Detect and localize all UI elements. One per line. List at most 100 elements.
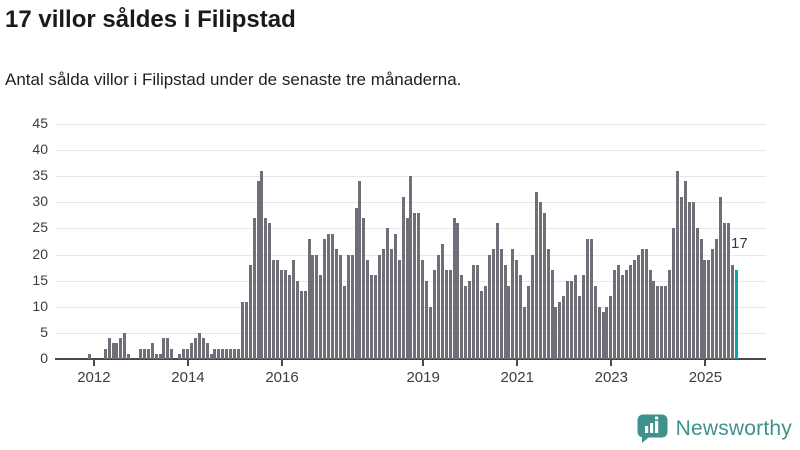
bar (358, 181, 362, 359)
bar (589, 238, 593, 359)
x-tick-label: 2012 (77, 369, 111, 386)
bar (123, 332, 127, 359)
bar (628, 265, 632, 359)
bar (338, 254, 342, 359)
bar (456, 223, 460, 359)
bar (378, 254, 382, 359)
bar (166, 338, 170, 359)
x-tick-label: 2021 (500, 369, 534, 386)
bar (385, 228, 389, 359)
y-tick-label: 30 (32, 193, 48, 210)
bar (527, 285, 531, 359)
bar (154, 353, 158, 359)
y-tick-label: 20 (32, 245, 48, 262)
bar (397, 259, 401, 359)
bar (119, 338, 123, 359)
bar (499, 249, 503, 359)
x-tick-mark (516, 360, 519, 366)
bar (284, 270, 287, 359)
bar (178, 353, 182, 359)
bar (480, 291, 483, 359)
bar (366, 259, 370, 359)
bar (189, 343, 193, 359)
bar (515, 259, 519, 359)
bar (334, 249, 338, 359)
bar (307, 238, 311, 359)
newsworthy-logo-text: Newsworthy (675, 416, 792, 440)
bar (111, 343, 115, 359)
bar (601, 312, 605, 359)
bar (256, 181, 260, 359)
bar (562, 296, 566, 359)
bar (248, 265, 252, 359)
bar (303, 291, 307, 359)
bar (260, 171, 264, 359)
x-axis-line (55, 358, 766, 360)
bar (158, 353, 162, 359)
x-tick-label: 2023 (594, 369, 628, 386)
bar (519, 275, 523, 359)
bar (613, 270, 617, 359)
x-tick-label: 2016 (265, 369, 299, 386)
bar (311, 254, 315, 359)
bar (146, 348, 150, 359)
bar (703, 259, 707, 359)
bar (581, 275, 585, 359)
bar (679, 197, 683, 359)
bar (280, 270, 284, 359)
bar (664, 285, 668, 359)
newsworthy-logo[interactable]: Newsworthy (636, 413, 792, 444)
bar (640, 249, 644, 359)
bar (597, 306, 601, 359)
bar (652, 280, 656, 359)
bar (695, 228, 699, 359)
bar (236, 348, 240, 359)
bar (656, 285, 660, 359)
x-tick-mark (704, 360, 707, 366)
bar (495, 223, 499, 359)
bar (483, 285, 487, 359)
bar (719, 197, 723, 359)
bar (291, 259, 295, 359)
bar (142, 348, 146, 359)
bar (429, 306, 433, 359)
x-tick-mark (422, 360, 425, 366)
chart-title: 17 villor såldes i Filipstad (5, 6, 296, 33)
bar (264, 218, 268, 359)
x-tick-mark (92, 360, 95, 366)
bar (683, 181, 687, 359)
bar (389, 249, 393, 359)
bar (401, 197, 405, 359)
bar (542, 212, 546, 359)
bar (460, 275, 464, 359)
bar (225, 348, 229, 359)
bar (554, 306, 558, 359)
bar (707, 259, 711, 359)
chart-subtitle: Antal sålda villor i Filipstad under de … (5, 70, 462, 89)
bar (726, 223, 730, 359)
y-tick-label: 45 (32, 115, 48, 131)
bar (268, 223, 272, 359)
bar (323, 238, 327, 359)
bar (276, 259, 280, 359)
bar (487, 254, 491, 359)
y-tick-label: 40 (32, 141, 48, 158)
bar (295, 280, 299, 359)
y-tick-label: 25 (32, 219, 48, 236)
bar (507, 285, 511, 359)
bar (723, 223, 727, 359)
bar (715, 238, 719, 359)
bar (632, 259, 636, 359)
bar (699, 238, 703, 359)
bar (393, 233, 397, 359)
x-tick-mark (281, 360, 284, 366)
bar (127, 353, 131, 359)
bar (558, 301, 562, 359)
bar (636, 254, 640, 359)
bar (472, 265, 476, 359)
bar (374, 275, 378, 359)
bar (511, 249, 515, 359)
bar (315, 254, 319, 359)
x-tick-label: 2019 (406, 369, 440, 386)
bar (287, 275, 291, 359)
